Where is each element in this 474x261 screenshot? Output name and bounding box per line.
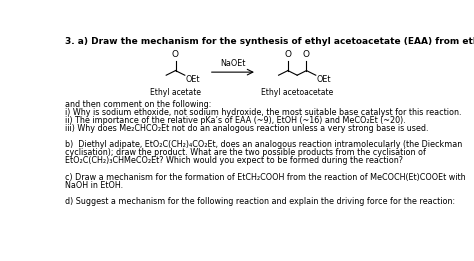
Text: O: O: [284, 50, 292, 59]
Text: iii) Why does Me₂CHCO₂Et not do an analogous reaction unless a very strong base : iii) Why does Me₂CHCO₂Et not do an analo…: [65, 124, 429, 133]
Text: OEt: OEt: [186, 75, 200, 84]
Text: b)  Diethyl adipate, EtO₂C(CH₂)₄CO₂Et, does an analogous reaction intramolecular: b) Diethyl adipate, EtO₂C(CH₂)₄CO₂Et, do…: [65, 140, 463, 149]
Text: c) Draw a mechanism for the formation of EtCH₂COOH from the reaction of MeCOCH(E: c) Draw a mechanism for the formation of…: [65, 173, 466, 182]
Text: NaOH in EtOH.: NaOH in EtOH.: [65, 181, 124, 190]
Text: EtO₂C(CH₂)₃CHMeCO₂Et? Which would you expect to be formed during the reaction?: EtO₂C(CH₂)₃CHMeCO₂Et? Which would you ex…: [65, 156, 403, 165]
Text: i) Why is sodium ethoxide, not sodium hydroxide, the most suitable base catalyst: i) Why is sodium ethoxide, not sodium hy…: [65, 108, 462, 117]
Text: OEt: OEt: [317, 75, 331, 84]
Text: NaOEt: NaOEt: [220, 58, 246, 68]
Text: ii) The importance of the relative pKa’s of EAA (~9), EtOH (~16) and MeCO₂Et (~2: ii) The importance of the relative pKa’s…: [65, 116, 406, 125]
Text: 3. a) Draw the mechanism for the synthesis of ethyl acetoacetate (EAA) from ethy: 3. a) Draw the mechanism for the synthes…: [65, 38, 474, 46]
Text: cyclisation); draw the product. What are the two possible products from the cycl: cyclisation); draw the product. What are…: [65, 148, 426, 157]
Text: O: O: [303, 50, 310, 59]
Text: Ethyl acetoacetate: Ethyl acetoacetate: [261, 87, 333, 97]
Text: and then comment on the following:: and then comment on the following:: [65, 100, 212, 109]
Text: d) Suggest a mechanism for the following reaction and explain the driving force : d) Suggest a mechanism for the following…: [65, 197, 456, 206]
Text: Ethyl acetate: Ethyl acetate: [150, 87, 201, 97]
Text: O: O: [172, 50, 179, 59]
